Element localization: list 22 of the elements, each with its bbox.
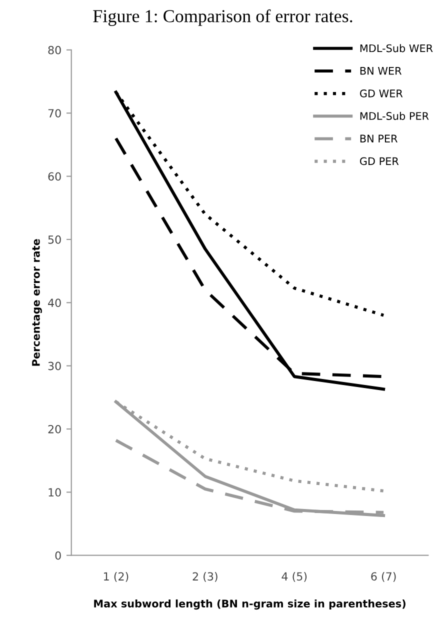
y-axis-title: Percentage error rate [32, 239, 42, 366]
legend-label: GD PER [360, 157, 399, 166]
y-tick-label: 70 [48, 109, 61, 118]
y-tick-label: 80 [48, 46, 61, 54]
legend-label: BN PER [360, 134, 398, 142]
y-tick-label: 0 [55, 551, 61, 560]
x-tick-label: 4 (5) [282, 572, 307, 582]
legend-label: BN WER [360, 67, 402, 75]
y-tick-label: 30 [48, 362, 61, 370]
y-tick-label: 10 [48, 488, 61, 497]
legend-label: MDL-Sub WER [360, 44, 433, 52]
x-tick-label: 1 (2) [104, 572, 128, 582]
chart-title: Figure 1: Comparison of error rates. [93, 9, 352, 26]
y-tick-label: 60 [48, 172, 61, 181]
x-tick-label: 6 (7) [371, 572, 396, 582]
legend-label: GD WER [360, 89, 403, 98]
x-tick-label: 2 (3) [192, 572, 218, 582]
y-tick-label: 20 [48, 424, 61, 434]
legend-label: MDL-Sub PER [360, 112, 429, 120]
y-tick-label: 50 [48, 235, 61, 244]
x-axis-title: Max subword length (BN n-gram size in parentheses) [94, 599, 406, 610]
y-tick-label: 40 [48, 298, 61, 308]
